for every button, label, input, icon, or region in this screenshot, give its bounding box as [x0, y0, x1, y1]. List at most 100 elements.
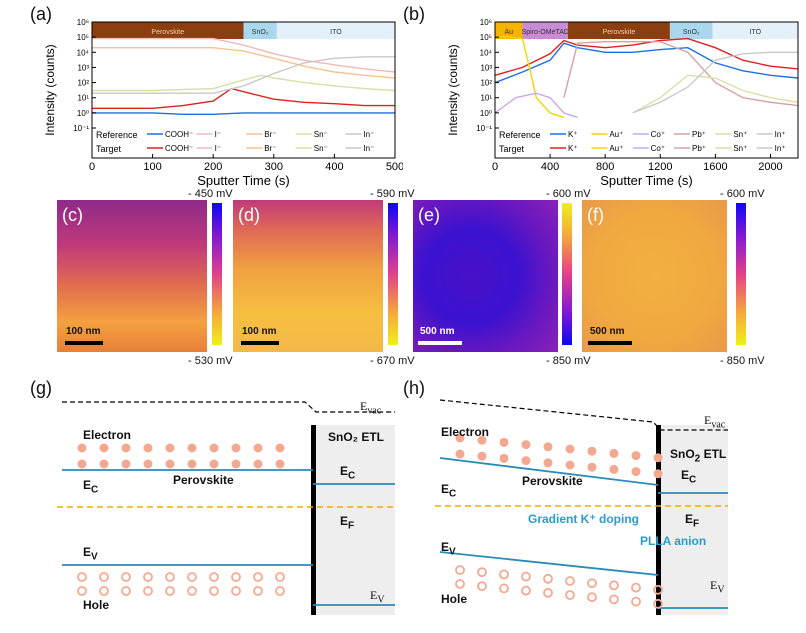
x-tick-label: 800: [596, 161, 614, 173]
layer-band: [669, 22, 713, 39]
g-perovskite-label: Perovskite: [173, 473, 234, 487]
legend-entry: K⁺: [568, 144, 578, 153]
g-electron-label: Electron: [83, 428, 132, 442]
legend-entry: Au⁺: [609, 144, 623, 153]
hole-dot: [521, 585, 531, 596]
colorbar-c: [212, 203, 222, 345]
kpfm-map-c: [57, 200, 207, 352]
colorbar-c-bottom: - 530 mV: [188, 355, 233, 367]
legend-entry: K⁺: [568, 130, 578, 139]
series-line: [92, 47, 396, 79]
legend-entry: Pb⁺: [692, 130, 706, 139]
g-hole-label: Hole: [83, 598, 110, 612]
legend-entry: Au⁺: [609, 130, 623, 139]
x-tick-label: 400: [541, 161, 559, 173]
electron-dot: [253, 443, 263, 453]
electron-dot: [499, 453, 509, 463]
ec-line: [439, 457, 659, 486]
hole-dot: [77, 572, 87, 582]
y-tick-label: 10¹: [77, 94, 89, 103]
electron-dot: [121, 443, 131, 453]
g-etl-label: SnO₂ ETL: [328, 430, 384, 444]
series-line: [494, 92, 578, 119]
hole-dot: [165, 572, 175, 582]
x-tick-label: 2000: [758, 161, 782, 173]
h-perovskite-label: Perovskite: [522, 474, 583, 488]
hole-dot: [275, 586, 285, 596]
electron-dot: [477, 451, 487, 461]
electron-dot: [77, 443, 87, 453]
electron-dot: [209, 443, 219, 453]
hole-dot: [609, 594, 619, 605]
legend-entry: Co⁺: [651, 130, 665, 139]
x-tick-label: 0: [89, 161, 95, 173]
electron-dot: [187, 459, 197, 469]
series-line: [92, 112, 395, 115]
kpfm-map-d: [233, 200, 383, 352]
y-tick-label: 10⁻¹: [73, 124, 89, 133]
y-tick-label: 10⁶: [480, 18, 492, 27]
hole-dot: [609, 580, 619, 591]
electron-dot: [543, 442, 553, 452]
x-tick-label: 1600: [703, 161, 727, 173]
h-hole-label: Hole: [441, 592, 468, 606]
colorbar-f: [736, 203, 746, 345]
g-evac-label: Evac: [360, 399, 382, 417]
series-line: [494, 37, 799, 76]
electron-dot: [187, 443, 197, 453]
y-tick-label: 10⁴: [480, 48, 493, 57]
legend-entry: Pb⁺: [692, 144, 706, 153]
h-anion-label: PLLA anion: [640, 534, 707, 548]
legend-row-label: Target: [96, 144, 122, 154]
colorbar-f-bottom: - 850 mV: [720, 355, 765, 367]
electron-dot: [587, 446, 597, 456]
electron-dot: [521, 440, 531, 450]
legend-entry: In⁺: [775, 144, 786, 153]
g-ev-label: EV: [83, 545, 98, 563]
series-line: [495, 36, 565, 119]
g-ev-etl-label: EV: [370, 588, 385, 606]
series-line: [92, 37, 396, 73]
g-ec-label: EC: [83, 478, 99, 496]
hole-dot: [499, 583, 509, 594]
y-axis-title: Intensity (counts): [43, 44, 57, 135]
legend-row-label: Reference: [499, 130, 541, 140]
etl-region: [313, 425, 395, 615]
kpfm-map-f: [582, 200, 727, 352]
layer-label: Perovskite: [151, 29, 184, 36]
plot-frame: [91, 21, 396, 159]
x-tick-label: 200: [204, 161, 222, 173]
g-ef-label: EF: [340, 514, 355, 532]
hole-dot: [543, 573, 553, 584]
panel-label-g: (g): [30, 378, 52, 398]
y-tick-label: 10²: [77, 79, 89, 88]
hole-dot: [77, 586, 87, 596]
colorbar-e: [562, 203, 572, 345]
layer-band: [522, 22, 568, 39]
hole-dot: [143, 586, 153, 596]
hole-dot: [477, 581, 487, 592]
scalebar-f-label: 500 nm: [590, 326, 625, 337]
electron-dot: [209, 459, 219, 469]
electron-dot: [543, 458, 553, 468]
layer-band: [567, 22, 670, 39]
electron-dot: [521, 456, 531, 466]
series-line: [563, 41, 799, 107]
series-line: [494, 42, 799, 84]
x-axis-title: Sputter Time (s): [600, 173, 692, 188]
hole-dot: [121, 586, 131, 596]
series-line: [92, 74, 396, 92]
legend-entry: In⁻: [363, 144, 374, 153]
hole-dot: [121, 572, 131, 582]
hole-dot: [543, 587, 553, 598]
h-ev-label: EV: [441, 540, 456, 558]
layer-label: ITO: [330, 29, 342, 36]
hole-dot: [521, 571, 531, 582]
panel-label-h: (h): [403, 378, 425, 398]
hole-dot: [631, 582, 641, 593]
y-tick-label: 10⁵: [480, 33, 492, 42]
colorbar-d-bottom: - 670 mV: [370, 355, 415, 367]
electron-dot: [121, 459, 131, 469]
colorbar-e-top: - 600 mV: [546, 188, 591, 200]
layer-band: [495, 22, 523, 39]
